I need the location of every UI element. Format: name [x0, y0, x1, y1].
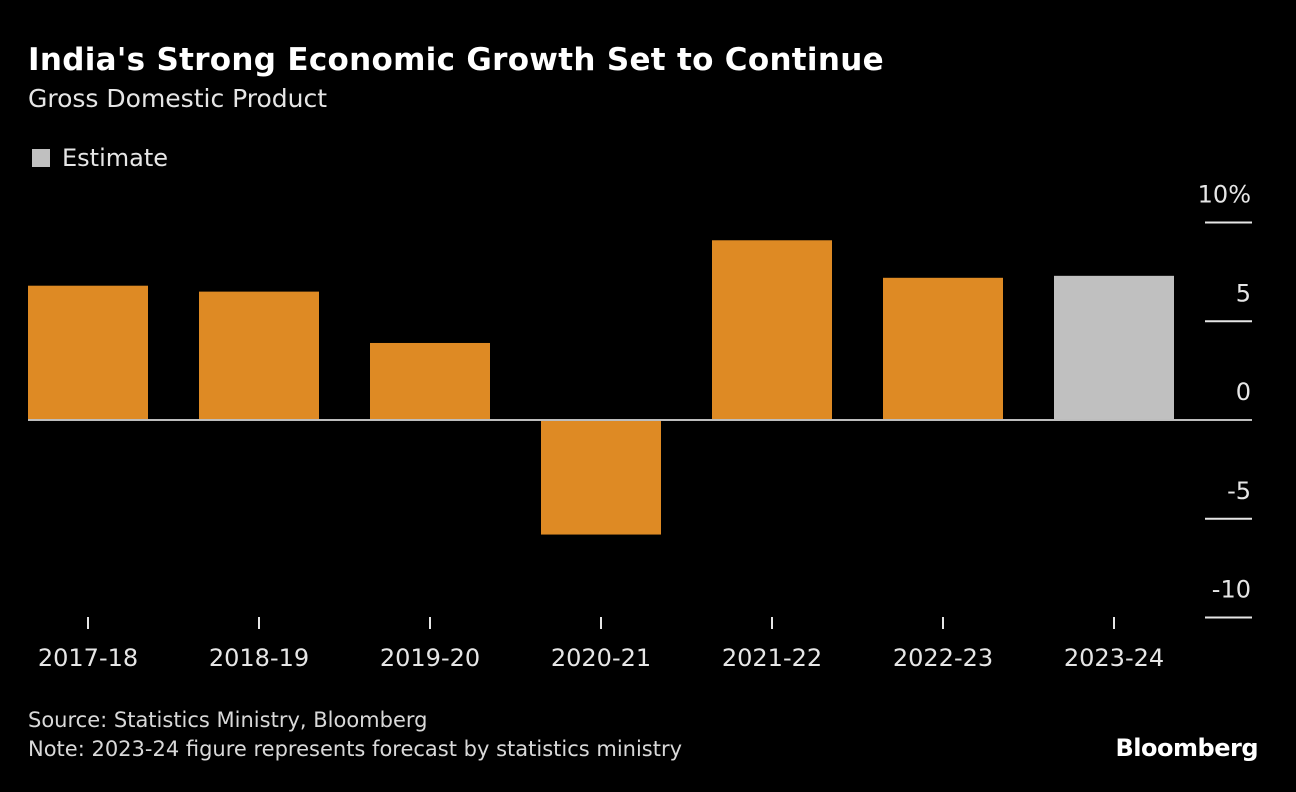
chart-title: India's Strong Economic Growth Set to Co…	[28, 42, 884, 78]
x-tick-label: 2018-19	[209, 644, 309, 672]
chart-subtitle: Gross Domestic Product	[28, 84, 328, 113]
footnote: Note: 2023-24 figure represents forecast…	[28, 737, 683, 761]
x-tick-label: 2017-18	[38, 644, 138, 672]
legend-item-estimate: Estimate	[32, 144, 168, 172]
bar-2021-22	[712, 240, 832, 420]
y-tick-label: 10%	[1198, 181, 1251, 209]
x-tick-label: 2020-21	[551, 644, 651, 672]
x-tick-label: 2022-23	[893, 644, 993, 672]
x-tick-label: 2019-20	[380, 644, 480, 672]
y-tick-label: 5	[1236, 279, 1251, 307]
legend-swatch	[32, 149, 50, 167]
y-tick-label: -5	[1227, 477, 1251, 505]
bar-2017-18	[28, 285, 148, 420]
bloomberg-logo: Bloomberg	[1115, 734, 1259, 762]
bar-2020-21	[541, 420, 661, 535]
x-tick-label: 2021-22	[722, 644, 822, 672]
y-tick-label: -10	[1212, 576, 1251, 604]
bar-2023-24	[1054, 275, 1174, 420]
bar-2019-20	[370, 342, 490, 420]
legend-label: Estimate	[62, 144, 169, 172]
source-note: Source: Statistics Ministry, Bloomberg	[28, 708, 428, 732]
bar-2018-19	[199, 291, 319, 420]
x-tick-label: 2023-24	[1064, 644, 1164, 672]
bar-2022-23	[883, 277, 1003, 420]
y-tick-label: 0	[1236, 378, 1251, 406]
